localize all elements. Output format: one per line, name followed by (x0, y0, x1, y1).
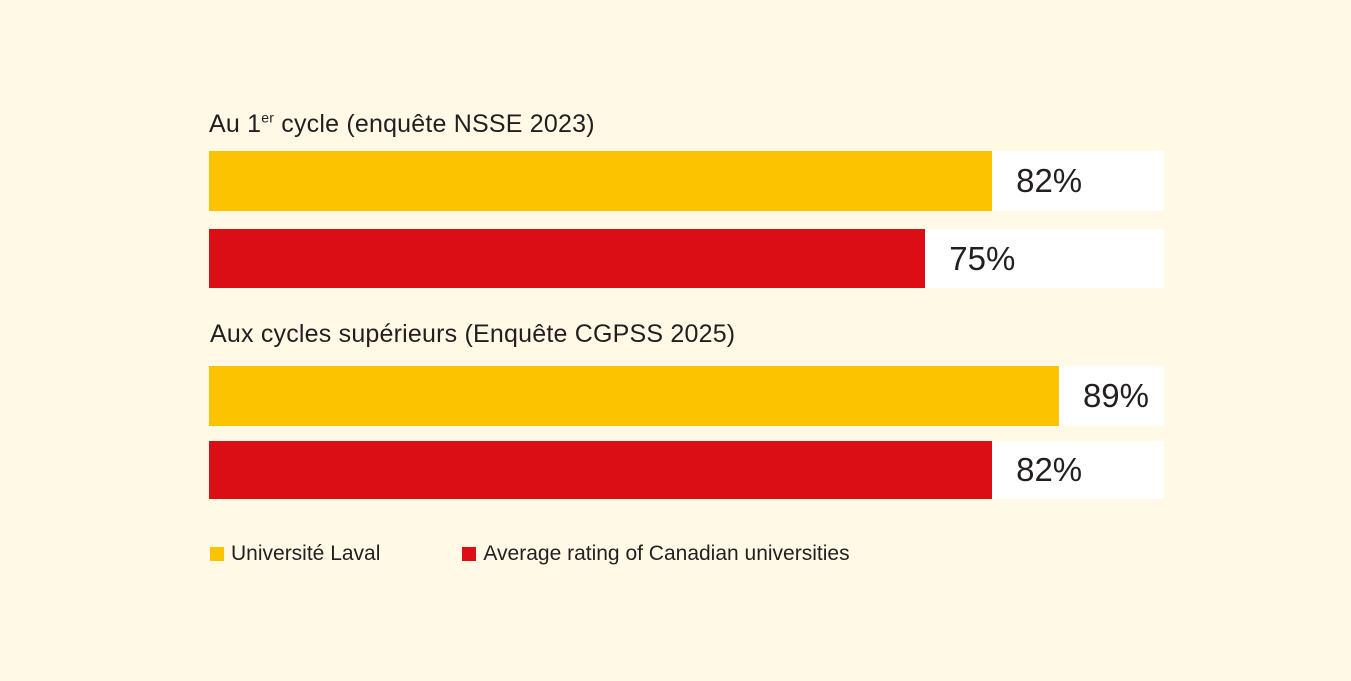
group-title-text: Aux cycles supérieurs (Enquête CGPSS 202… (210, 320, 736, 348)
bar-row-nsse-average: 75% (209, 229, 1164, 288)
group-title-nsse-2023: Au 1er cycle (enquête NSSE 2023) (209, 110, 595, 139)
bar-universite-laval (209, 151, 993, 211)
group-title-superscript: er (261, 109, 275, 126)
group-title-text: cycle (enquête NSSE 2023) (274, 110, 595, 138)
legend-label: Université Laval (231, 542, 381, 565)
legend-label: Average rating of Canadian universities (483, 542, 850, 565)
bar-universite-laval (209, 366, 1059, 426)
legend-swatch-yellow-icon (210, 547, 224, 561)
bar-canadian-average (209, 229, 926, 288)
legend-item-universite-laval: Université Laval (210, 542, 380, 566)
bar-row-cgpss-average: 82% (209, 441, 1164, 499)
bar-value-label: 89% (1082, 377, 1149, 414)
legend-item-canadian-average: Average rating of Canadian universities (462, 542, 850, 566)
bar-value-label: 82% (1016, 162, 1083, 199)
legend-swatch-red-icon (462, 547, 477, 561)
bar-row-nsse-laval: 82% (209, 151, 1164, 211)
chart-legend: Université Laval Average rating of Canad… (210, 542, 850, 566)
bar-value-label: 82% (1016, 451, 1083, 488)
bar-value-label: 75% (949, 239, 1016, 277)
bar-row-cgpss-laval: 89% (209, 366, 1164, 426)
group-title-cgpss-2025: Aux cycles supérieurs (Enquête CGPSS 202… (210, 320, 735, 349)
bar-canadian-average (209, 441, 993, 499)
group-title-text: Au 1 (209, 110, 262, 138)
